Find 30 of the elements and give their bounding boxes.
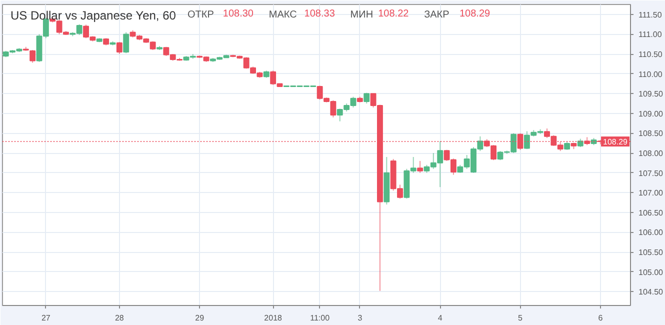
- x-tick-label: 5: [518, 314, 524, 322]
- x-tick-label: 6: [598, 314, 604, 322]
- y-tick-label: 107.50: [638, 168, 664, 178]
- ref-line-label: 108.29: [603, 138, 628, 147]
- y-tick-label: 109.00: [638, 109, 664, 118]
- y-tick-label: 110.50: [638, 50, 663, 60]
- x-tick-label: 28: [114, 314, 124, 322]
- y-tick-label: 104.50: [638, 288, 664, 297]
- x-tick-label: 3: [358, 314, 363, 322]
- annotation: ОТКР 108.30: [188, 8, 254, 20]
- x-tick-label: 27: [41, 314, 51, 322]
- annotation: ЗАКР 108.29: [424, 8, 491, 20]
- annotation: МАКС 108.33: [268, 8, 336, 20]
- y-tick-label: 111.50: [638, 10, 662, 20]
- y-tick-label: 107.00: [638, 188, 664, 198]
- y-tick-label: 108.50: [638, 129, 664, 138]
- y-tick-label: 108.00: [638, 149, 664, 158]
- x-tick-label: 29: [195, 314, 205, 322]
- x-tick-label: 2018: [264, 314, 283, 322]
- x-tick-label: 4: [438, 314, 443, 322]
- y-tick-label: 106.50: [638, 208, 664, 218]
- y-tick-label: 106.00: [638, 228, 664, 238]
- x-tick-label: 11:00: [310, 314, 330, 322]
- annotation: МИН 108.22: [350, 8, 410, 20]
- y-tick-label: 105.00: [638, 268, 664, 277]
- y-tick-label: 111.00: [638, 30, 662, 40]
- y-tick-label: 109.50: [638, 90, 664, 99]
- y-tick-label: 110.00: [638, 70, 663, 79]
- y-tick-label: 105.50: [638, 248, 664, 258]
- chart-title: US Dollar vs Japanese Yen, 60: [10, 8, 176, 22]
